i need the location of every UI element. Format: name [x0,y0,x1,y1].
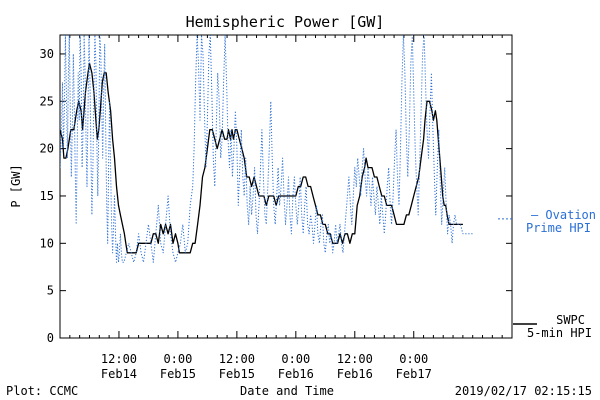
x-tick-date-label: Feb16 [337,367,373,381]
legend: SWPC 5-min HPI — Ovation Prime HPI [513,208,596,340]
x-tick-time-label: 12:00 [219,352,255,366]
series-line-ovation-prime-hpi [60,35,473,263]
y-tick-label: 10 [40,236,54,250]
x-tick-time-label: 0:00 [399,352,428,366]
x-tick-date-label: Feb15 [219,367,255,381]
footer-plot-credit: Plot: CCMC [6,384,78,398]
series-group [60,35,512,263]
x-axis: 12:00Feb140:00Feb1512:00Feb150:00Feb1612… [69,35,503,381]
x-tick-date-label: Feb15 [160,367,196,381]
x-tick-date-label: Feb17 [396,367,432,381]
x-tick-time-label: 0:00 [163,352,192,366]
y-tick-label: 20 [40,142,54,156]
y-tick-label: 0 [47,331,54,345]
x-tick-date-label: Feb14 [101,367,137,381]
x-axis-label: Date and Time [240,384,334,398]
chart-title: Hemispheric Power [GW] [186,13,385,31]
y-tick-label: 30 [40,47,54,61]
x-tick-time-label: 12:00 [101,352,137,366]
legend-ovation-sublabel: Prime HPI [526,221,591,235]
y-axis: 0 5 10 15 20 25 30 [40,47,512,345]
y-tick-label: 25 [40,94,54,108]
y-axis-label: P [GW] [9,164,23,207]
footer-timestamp: 2019/02/17 02:15:15 [455,384,592,398]
legend-swpc-label: SWPC [556,313,585,327]
legend-swpc-sublabel: 5-min HPI [527,326,592,340]
x-tick-time-label: 12:00 [337,352,373,366]
legend-ovation-label: — Ovation [531,208,596,222]
y-tick-label: 5 [47,284,54,298]
x-tick-date-label: Feb16 [278,367,314,381]
plot-frame [59,34,513,339]
series-line-swpc [60,62,463,254]
x-tick-time-label: 0:00 [281,352,310,366]
y-tick-label: 15 [40,189,54,203]
